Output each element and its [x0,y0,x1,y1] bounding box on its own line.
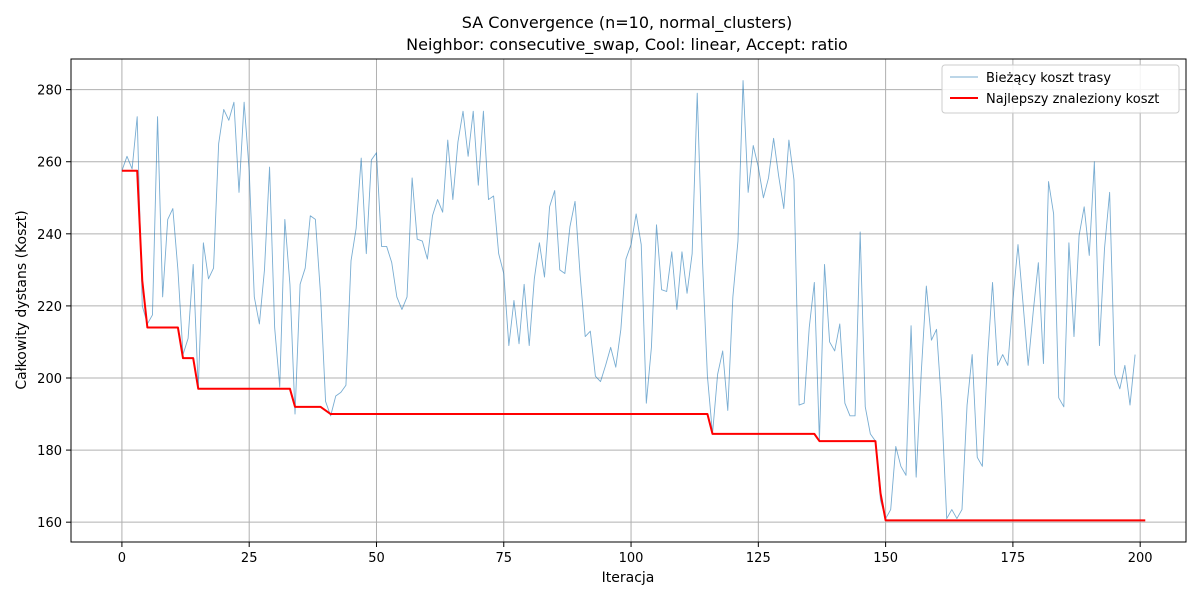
x-tick-label: 100 [619,551,644,566]
x-tick-label: 50 [368,551,385,566]
x-tick-label: 200 [1128,551,1153,566]
plot-lines [121,80,1146,522]
y-tick-label: 160 [37,516,62,531]
x-axis-label: Iteracja [602,570,655,586]
legend-label-best-cost: Najlepszy znaleziony koszt [986,92,1159,107]
x-tick-label: 125 [746,551,771,566]
chart-title: SA Convergence (n=10, normal_clusters) [462,13,792,33]
legend: Bieżący koszt trasy Najlepszy znaleziony… [941,64,1180,114]
y-tick-label: 260 [37,156,62,171]
legend-label-current-cost: Bieżący koszt trasy [986,71,1111,86]
y-axis-label: Całkowity dystans (Koszt) [14,210,30,389]
series-line-best-cost [121,169,1146,522]
y-tick-label: 220 [37,300,62,315]
x-tick-label: 175 [1000,551,1025,566]
y-tick-label: 200 [37,372,62,387]
x-tick-label: 75 [495,551,512,566]
y-tick-label: 240 [37,228,62,243]
axis-ticks: 0 25 50 75 100 125 150 175 200 160 180 200 220 240 260… [37,84,1152,566]
y-tick-label: 280 [37,84,62,99]
y-tick-label: 180 [37,444,62,459]
grid [71,59,1186,542]
plot-frame [70,58,1187,543]
x-tick-label: 0 [118,551,126,566]
x-tick-label: 150 [873,551,898,566]
chart-subtitle: Neighbor: consecutive_swap, Cool: linear… [406,35,848,55]
legend-box [941,64,1180,114]
x-tick-label: 25 [241,551,258,566]
series-line-current-cost [121,80,1136,520]
